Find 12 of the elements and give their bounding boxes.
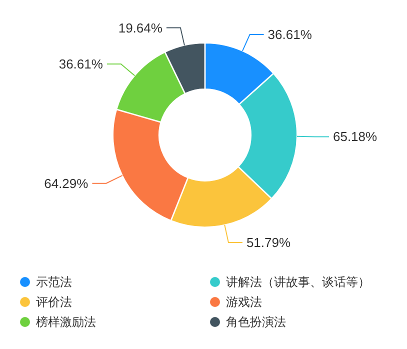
data-label: 19.64% bbox=[118, 20, 163, 36]
data-label: 64.29% bbox=[44, 176, 89, 191]
legend-label: 评价法 bbox=[36, 295, 72, 310]
legend-label: 角色扮演法 bbox=[226, 315, 286, 330]
legend-label: 榜样激励法 bbox=[36, 315, 96, 330]
data-label: 36.61% bbox=[58, 56, 104, 72]
legend-label: 游戏法 bbox=[226, 295, 262, 310]
legend-label: 示范法 bbox=[36, 275, 72, 290]
data-label: 51.79% bbox=[246, 235, 291, 250]
legend-label: 讲解法（讲故事、谈话等） bbox=[226, 275, 370, 290]
data-label: 36.61% bbox=[268, 27, 312, 42]
data-label: 65.18% bbox=[332, 129, 378, 144]
